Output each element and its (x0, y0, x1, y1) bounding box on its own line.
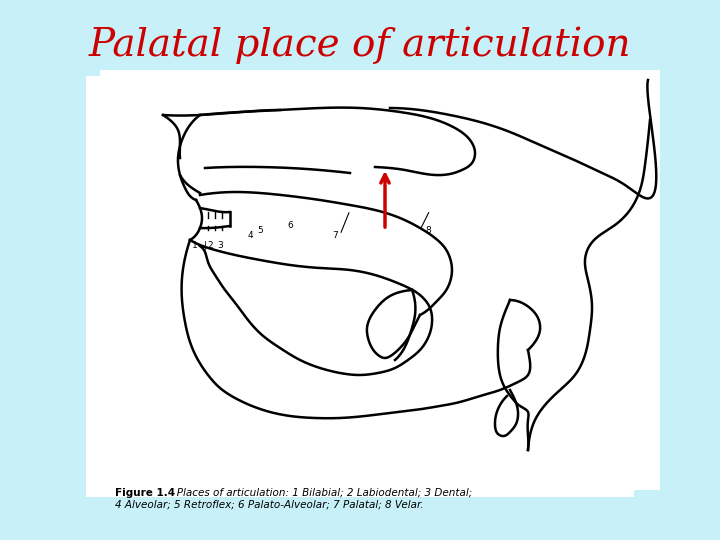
Text: 5: 5 (257, 226, 263, 235)
Bar (86, 76, 634, 497)
Text: Figure 1.4: Figure 1.4 (115, 488, 175, 498)
Text: Palatal place of articulation: Palatal place of articulation (89, 27, 631, 64)
Text: 7: 7 (332, 231, 338, 240)
Text: 6: 6 (287, 221, 293, 230)
Text: 8: 8 (425, 226, 431, 235)
Text: 4 Alveolar; 5 Retroflex; 6 Palato-Alveolar; 7 Palatal; 8 Velar.: 4 Alveolar; 5 Retroflex; 6 Palato-Alveol… (115, 500, 423, 510)
Polygon shape (100, 70, 660, 490)
Text: 3: 3 (217, 241, 223, 250)
Text: 4: 4 (247, 231, 253, 240)
Text: |: | (204, 241, 207, 250)
Text: 2: 2 (207, 241, 213, 250)
Text: Places of articulation: 1 Bilabial; 2 Labiodental; 3 Dental;: Places of articulation: 1 Bilabial; 2 La… (167, 488, 472, 498)
Text: 1: 1 (192, 241, 198, 250)
